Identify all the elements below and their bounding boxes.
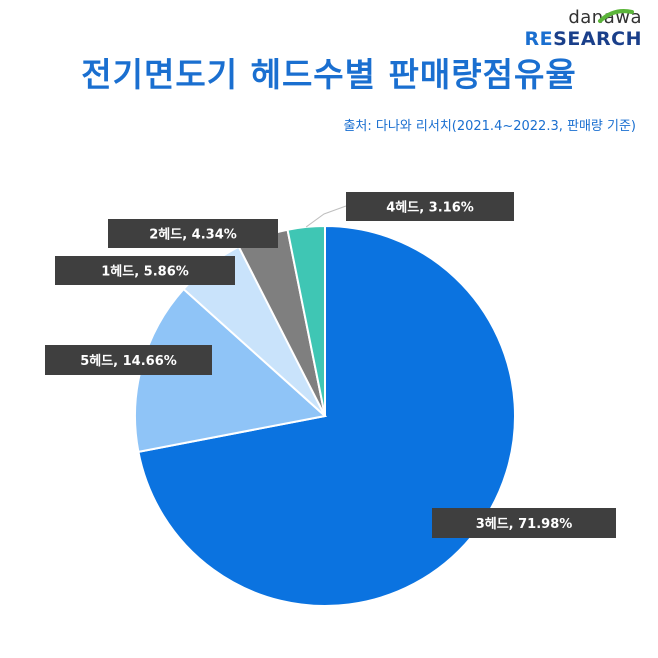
pie-slice-4헤드 [286,224,326,417]
logo-swoosh-icon [598,9,634,23]
data-label-box [432,508,616,538]
logo-re-text: RE [524,28,554,50]
data-label-box [55,256,235,285]
logo-research-text: RESEARCH [525,28,642,50]
data-label-box [346,192,514,221]
data-label-box [108,219,278,248]
data-label: 4헤드, 3.16% [386,200,474,216]
chart-title: 전기면도기 헤드수별 판매량점유율 [81,55,577,94]
data-label: 5헤드, 14.66% [80,353,177,369]
data-label: 3헤드, 71.98% [476,516,573,532]
data-label: 2헤드, 4.34% [149,227,237,243]
danawa-research-logo: danawa RESEARCH [525,8,642,51]
data-label-box [45,345,212,375]
logo-search-text: SEARCH [553,28,642,50]
leader-line-4head [305,205,347,228]
source-note: 출처: 다나와 리서치(2021.4~2022.3, 판매량 기준) [343,119,636,134]
data-label: 1헤드, 5.86% [101,264,189,280]
